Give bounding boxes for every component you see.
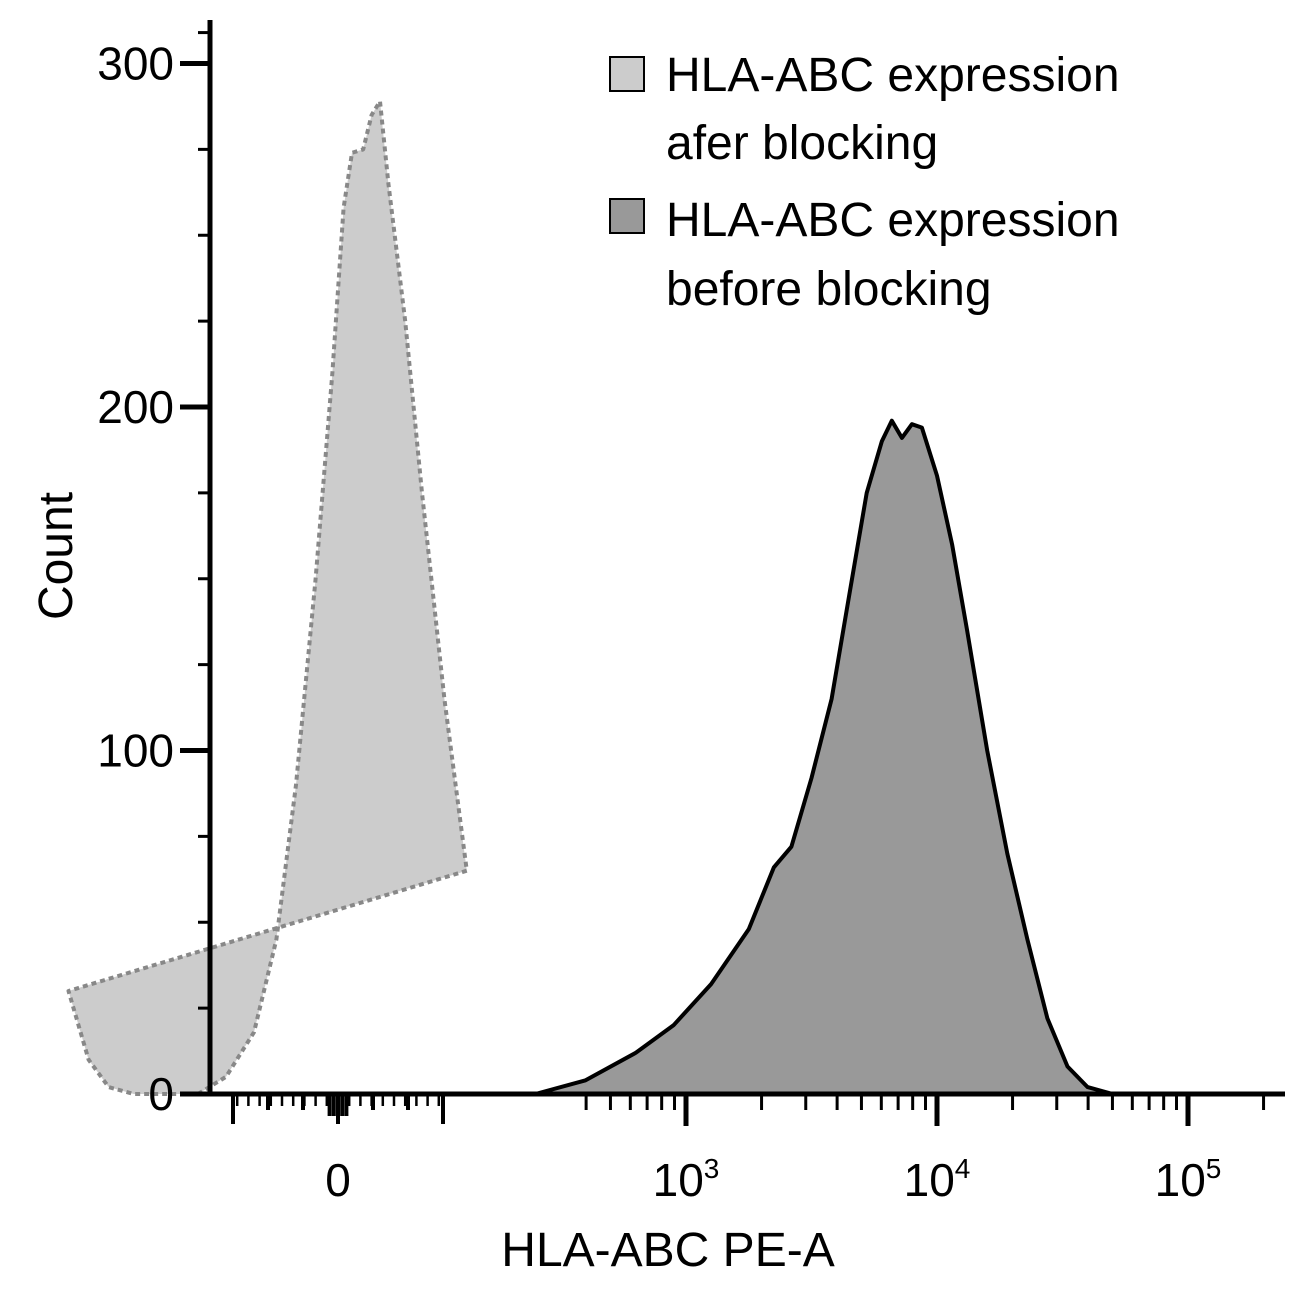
y-tick-labels: 0 100 200 300: [97, 38, 174, 1121]
legend-label-after-blocking-line1: HLA-ABC expression: [666, 49, 1120, 102]
x-tick-label: 105: [1155, 1153, 1222, 1206]
legend-item-after-blocking: HLA-ABC expression afer blocking: [609, 49, 1120, 170]
series-before-blocking-area: [533, 418, 1115, 1096]
plot-area: 0 100 200 300 0 103 104 105: [66, 20, 1285, 1206]
x-tick-label: 103: [653, 1153, 720, 1206]
x-tick-labels: 0 103 104 105: [325, 1153, 1221, 1206]
y-tick-label: 0: [148, 1068, 174, 1120]
x-axis-title: HLA-ABC PE-A: [501, 1224, 834, 1277]
legend-item-before-blocking: HLA-ABC expression before blocking: [609, 194, 1120, 316]
y-tick-label: 300: [97, 38, 174, 90]
x-tick-label: 104: [904, 1153, 971, 1206]
y-axis-title: Count: [30, 492, 83, 620]
legend-label-after-blocking-line2: afer blocking: [666, 117, 938, 170]
series-after-blocking-area: [66, 99, 469, 1096]
x-ticks: [231, 1094, 1266, 1126]
y-tick-label: 200: [97, 381, 174, 433]
legend-label-before-blocking-line1: HLA-ABC expression: [666, 194, 1120, 247]
legend-swatch-before-blocking: [609, 198, 645, 234]
legend-label-before-blocking-line2: before blocking: [666, 263, 992, 316]
x-tick-label: 0: [325, 1154, 351, 1206]
y-minor-ticks: [198, 31, 210, 1010]
y-major-ticks: [180, 61, 210, 1097]
legend: HLA-ABC expression afer blocking HLA-ABC…: [609, 49, 1120, 316]
legend-swatch-after-blocking: [609, 56, 645, 92]
y-tick-label: 100: [97, 725, 174, 777]
